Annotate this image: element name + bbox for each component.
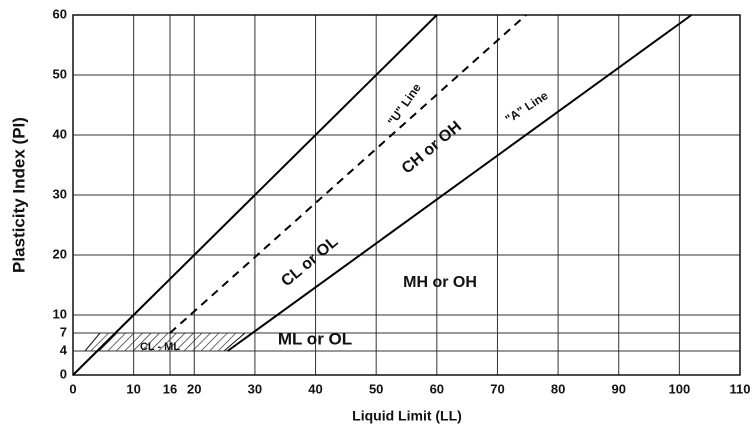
plot-frame — [72, 14, 741, 376]
zone-label: CH or OH — [399, 118, 465, 177]
x-tick-label: 100 — [669, 381, 691, 396]
y-tick-label: 30 — [53, 186, 67, 201]
x-tick-label: 90 — [611, 381, 625, 396]
x-tick-label: 16 — [163, 381, 177, 396]
x-tick-label: 30 — [248, 381, 262, 396]
x-tick-label: 0 — [69, 381, 76, 396]
series-line — [169, 14, 527, 334]
x-tick-label: 10 — [126, 381, 140, 396]
x-tick-label: 50 — [369, 381, 383, 396]
x-tick-label: 80 — [551, 381, 565, 396]
y-axis-label: Plasticity Index (PI) — [9, 117, 28, 273]
x-tick-label: 60 — [430, 381, 444, 396]
zone-label: CL - ML — [140, 341, 180, 353]
series-line — [227, 14, 693, 352]
zone-label: CL or OL — [278, 233, 341, 290]
y-tick-label: 0 — [60, 366, 67, 381]
x-axis-label: Liquid Limit (LL) — [352, 408, 462, 424]
y-tick-label: 7 — [60, 324, 67, 339]
x-tick-label: 70 — [490, 381, 504, 396]
line-label: "A" Line — [503, 88, 551, 126]
y-tick-label: 50 — [53, 66, 67, 81]
x-tick-label: 20 — [187, 381, 201, 396]
x-tick-label: 40 — [308, 381, 322, 396]
y-tick-label: 60 — [53, 6, 67, 21]
x-tick-label: 110 — [730, 381, 751, 396]
series-line — [72, 14, 438, 376]
zone-label: ML or OL — [278, 329, 352, 348]
y-tick-label: 20 — [53, 246, 67, 261]
y-tick-label: 40 — [53, 126, 67, 141]
line-label: "U" Line — [385, 81, 424, 129]
zone-label: MH or OH — [403, 274, 477, 291]
y-tick-label: 10 — [53, 306, 67, 321]
y-tick-label: 4 — [60, 342, 68, 357]
